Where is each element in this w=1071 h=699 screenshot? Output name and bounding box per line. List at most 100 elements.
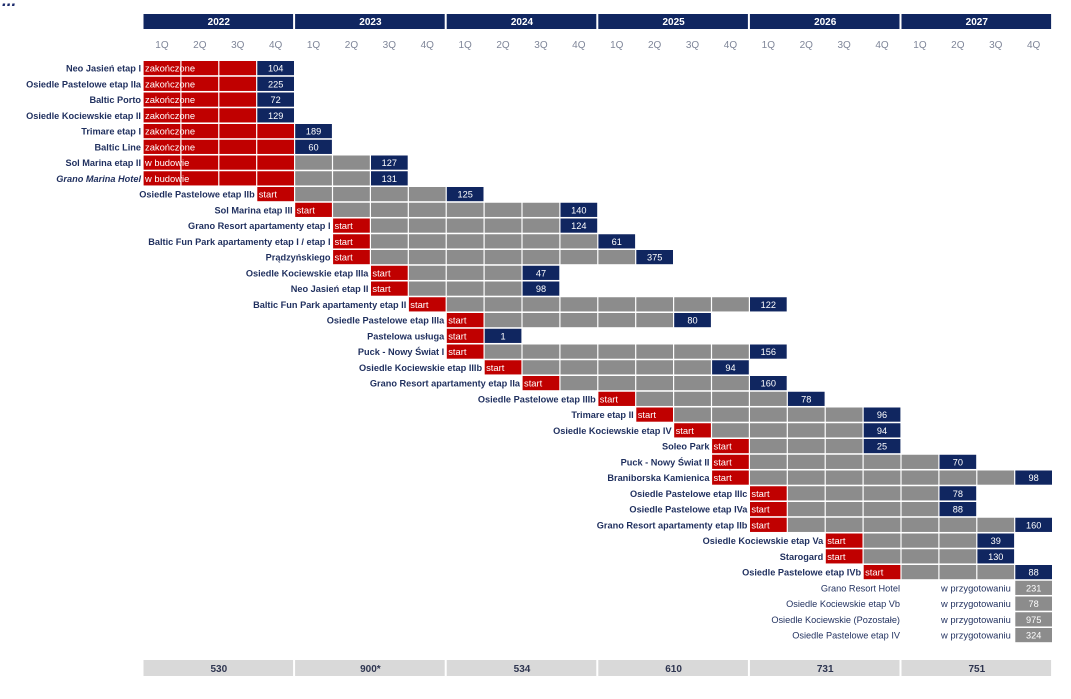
status-label: start <box>827 535 846 546</box>
timeline-cell <box>257 124 294 139</box>
year-label-2024: 2024 <box>511 17 534 28</box>
quarter-label-2023-1Q: 1Q <box>307 40 321 51</box>
timeline-cell <box>371 187 408 202</box>
timeline-cell <box>522 218 560 233</box>
timeline-cell <box>636 344 673 359</box>
timeline-cell <box>863 533 901 548</box>
delivery-units: 125 <box>457 190 472 200</box>
timeline-cell <box>863 565 901 580</box>
project-label: Braniborska Kamienica <box>607 473 710 483</box>
timeline-cell <box>712 423 749 438</box>
status-label: start <box>372 267 391 278</box>
timeline-cell <box>446 297 484 312</box>
delivery-cell <box>598 234 636 249</box>
timeline-cell <box>333 218 370 233</box>
status-label: zakończone <box>145 94 195 105</box>
timeline-cell <box>333 187 370 202</box>
quarter-label-2025-2Q: 2Q <box>648 40 662 51</box>
year-label-2025: 2025 <box>662 17 685 28</box>
timeline-cell <box>560 234 598 249</box>
timeline-cell <box>750 517 787 532</box>
status-label: zakończone <box>145 141 195 152</box>
quarter-label-2023-4Q: 4Q <box>421 40 435 51</box>
timeline-cell <box>598 297 636 312</box>
quarter-label-2026-1Q: 1Q <box>762 40 776 51</box>
timeline-cell <box>750 486 787 501</box>
delivery-units: 94 <box>877 426 887 436</box>
delivery-cell <box>560 218 598 233</box>
delivery-cell <box>863 423 901 438</box>
year-header-2022 <box>143 14 294 29</box>
pending-units: 78 <box>1029 599 1039 609</box>
delivery-cell <box>712 360 749 375</box>
year-header-2026 <box>749 14 900 29</box>
timeline-cell <box>787 470 825 485</box>
delivery-cell <box>257 76 294 91</box>
timeline-cell <box>143 76 181 91</box>
delivery-units: 375 <box>647 253 662 263</box>
quarter-label-2027-2Q: 2Q <box>951 40 965 51</box>
delivery-cell <box>257 108 294 123</box>
delivery-units: 160 <box>761 379 776 389</box>
status-label: zakończone <box>145 63 195 74</box>
delivery-units: 140 <box>571 205 586 215</box>
timeline-cell <box>408 297 446 312</box>
delivery-units: 47 <box>536 268 546 278</box>
project-label: Neo Jasień etap II <box>291 284 369 294</box>
timeline-cell <box>408 187 446 202</box>
status-label: zakończone <box>145 110 195 121</box>
delivery-cell <box>295 139 332 154</box>
timeline-cell <box>863 502 901 517</box>
timeline-cell <box>143 108 181 123</box>
annual-total-2024: 534 <box>514 664 531 675</box>
timeline-cell <box>446 328 484 343</box>
quarter-label-2022-1Q: 1Q <box>155 40 169 51</box>
year-label-2026: 2026 <box>814 17 837 28</box>
timeline-cell <box>143 155 181 170</box>
timeline-cell <box>977 517 1015 532</box>
timeline-cell <box>257 187 294 202</box>
delivery-cell <box>750 297 787 312</box>
project-label: Trimare etap I <box>81 127 141 137</box>
project-label: Prądzyńskiego <box>266 253 331 263</box>
timeline-cell <box>522 344 560 359</box>
timeline-cell <box>446 265 484 280</box>
project-label: Starogard <box>780 552 823 562</box>
quarter-label-2022-3Q: 3Q <box>231 40 245 51</box>
timeline-cell <box>674 407 711 422</box>
year-label-2027: 2027 <box>966 17 989 28</box>
timeline-cell <box>522 202 560 217</box>
timeline-cell <box>636 407 673 422</box>
pending-units: 324 <box>1026 631 1041 641</box>
timeline-cell <box>143 124 181 139</box>
timeline-cell <box>825 439 863 454</box>
pending-status-label: w przygotowaniu <box>940 630 1011 641</box>
status-label: start <box>372 283 391 294</box>
year-header-2025 <box>598 14 748 29</box>
status-label: start <box>638 409 657 420</box>
timeline-cell <box>219 155 257 170</box>
delivery-cell <box>371 171 408 186</box>
quarter-label-2022-4Q: 4Q <box>269 40 283 51</box>
pending-units-cell <box>1015 596 1052 611</box>
timeline-cell <box>295 202 332 217</box>
timeline-cell <box>825 533 863 548</box>
delivery-units: 61 <box>612 237 622 247</box>
project-label: Puck - Nowy Świat I <box>358 346 444 357</box>
timeline-cell <box>787 517 825 532</box>
timeline-cell <box>371 202 408 217</box>
timeline-cell <box>598 376 636 391</box>
status-label: start <box>335 236 354 247</box>
timeline-cell <box>484 218 522 233</box>
project-label: Osiedle Kociewskie etap IIIa <box>246 268 369 278</box>
timeline-cell <box>257 171 294 186</box>
delivery-cell <box>863 407 901 422</box>
timeline-cell <box>863 454 901 469</box>
timeline-cell <box>143 171 181 186</box>
timeline-cell <box>750 407 787 422</box>
timeline-cell <box>333 171 370 186</box>
delivery-cell <box>1015 470 1052 485</box>
delivery-units: 160 <box>1026 520 1041 530</box>
timeline-cell <box>295 171 332 186</box>
pending-units-cell <box>1015 580 1052 595</box>
